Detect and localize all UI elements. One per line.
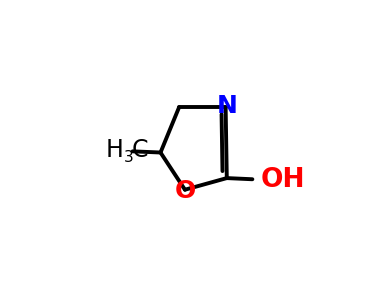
Text: N: N [216, 94, 237, 118]
Text: C: C [132, 138, 148, 162]
Text: OH: OH [260, 167, 305, 193]
Text: 3: 3 [124, 150, 133, 165]
Text: H: H [105, 138, 123, 162]
Text: O: O [174, 179, 196, 203]
